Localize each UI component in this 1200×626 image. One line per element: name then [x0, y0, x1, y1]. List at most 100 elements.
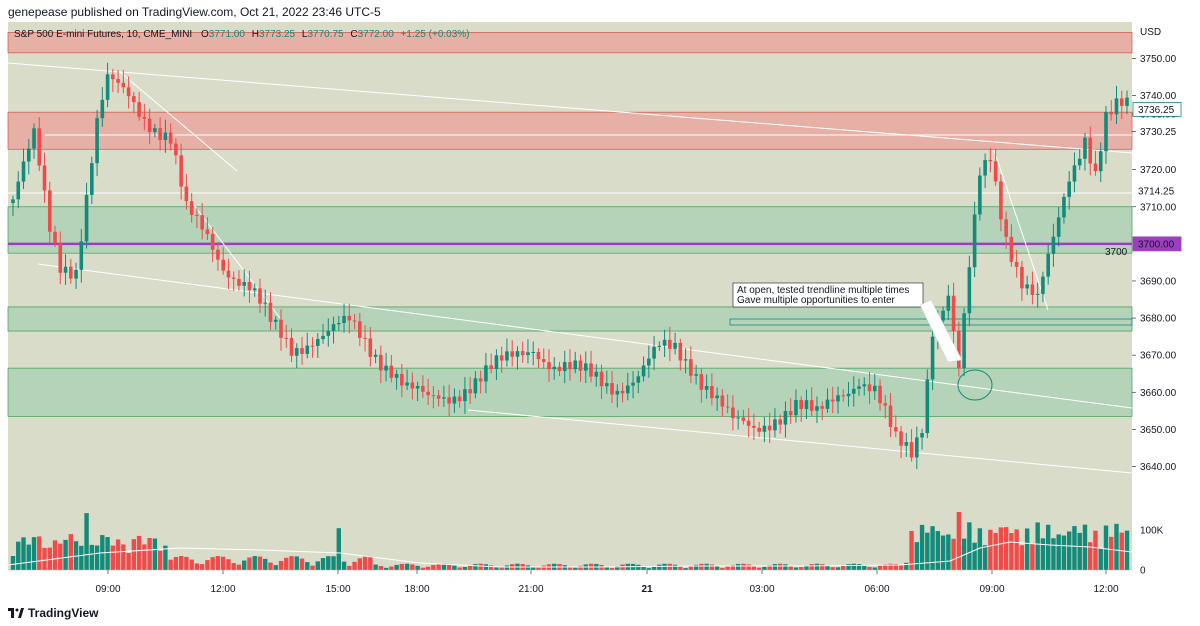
candle: [510, 351, 514, 357]
volume-bar: [646, 568, 652, 570]
candle: [694, 374, 698, 376]
candle: [310, 345, 315, 347]
volume-bar: [1040, 538, 1046, 570]
level-note: 3700: [1105, 247, 1128, 258]
candle: [893, 426, 898, 432]
candle: [909, 442, 914, 458]
candle: [715, 395, 719, 399]
price-tick-label: 3710.00: [1140, 202, 1177, 213]
candle: [58, 243, 63, 273]
volume-bar: [278, 560, 284, 570]
candle: [252, 288, 257, 291]
volume-bar: [394, 564, 399, 570]
volume-bar: [147, 538, 152, 570]
volume-bar: [541, 565, 546, 570]
candle: [872, 385, 877, 392]
candle: [594, 371, 599, 377]
candle: [47, 190, 52, 232]
volume-bar: [499, 567, 504, 570]
candle: [195, 214, 199, 216]
candle: [1114, 98, 1119, 115]
volume-bar: [961, 538, 967, 570]
candle: [21, 161, 26, 182]
candle: [967, 267, 972, 314]
candle: [1056, 217, 1061, 237]
volume-bar: [662, 563, 667, 570]
volume-bar: [641, 566, 646, 570]
candle: [731, 407, 735, 419]
candle: [746, 420, 751, 426]
annotation: At open, tested trendline multiple times…: [732, 282, 993, 401]
candle: [284, 337, 289, 339]
volume-bar: [441, 563, 447, 570]
candle: [305, 345, 310, 354]
volume-bar: [651, 566, 657, 570]
volume-bar: [452, 565, 457, 570]
volume-bar: [1082, 524, 1088, 570]
candle: [26, 148, 31, 162]
volume-bar: [835, 567, 841, 570]
volume-bar: [189, 559, 194, 570]
volume-bar: [683, 568, 688, 570]
price-tick-label: 3740.00: [1140, 91, 1177, 102]
candle: [704, 386, 709, 390]
volume-bar: [699, 563, 704, 570]
candle: [210, 234, 215, 250]
volume-bar: [904, 562, 909, 570]
candle: [1014, 261, 1019, 267]
volume-bar: [199, 564, 205, 570]
candle: [930, 336, 935, 380]
change-value: +1.25 (+0.03%): [401, 29, 470, 40]
candle: [1072, 165, 1077, 182]
candle: [578, 360, 583, 371]
volume-tick-label: 100K: [1140, 526, 1164, 537]
volume-bar: [205, 560, 210, 570]
volume-bar: [578, 565, 583, 570]
trendline: [37, 263, 1133, 409]
volume-bar: [909, 530, 914, 570]
candle: [174, 143, 178, 156]
volume-bar: [284, 557, 289, 570]
volume-bar: [310, 565, 315, 570]
annotation-circle: [957, 369, 993, 401]
candle: [1004, 219, 1008, 237]
candle: [231, 277, 236, 279]
candle: [999, 181, 1003, 220]
volume-bar: [399, 563, 405, 570]
candle: [867, 384, 872, 392]
volume-bar: [294, 556, 299, 570]
volume-bar: [877, 565, 883, 570]
candle: [720, 395, 725, 407]
candle: [400, 373, 404, 386]
candle: [394, 373, 399, 378]
candle: [794, 399, 798, 416]
volume-bar: [389, 566, 394, 570]
candle: [878, 385, 882, 404]
close-label: C: [350, 29, 357, 40]
volume-bar: [657, 564, 662, 570]
candle: [32, 128, 36, 149]
candle: [610, 383, 614, 395]
volume-bar: [667, 563, 673, 570]
chart-canvas[interactable]: At open, tested trendline multiple times…: [0, 22, 1200, 600]
time-axis[interactable]: 09:00 12:00 15:00 18:00 21:00 21 03:00 06:00 09:…: [8, 569, 1132, 595]
volume-bar: [231, 563, 236, 570]
volume-bar: [898, 565, 904, 570]
trendline: [993, 149, 1049, 311]
candle: [1035, 293, 1040, 295]
symbol-line: S&P 500 E-mini Futures, 10, CME_MINI O37…: [14, 29, 470, 40]
volume-bar: [305, 562, 310, 570]
candle: [442, 397, 446, 399]
candle: [11, 199, 15, 204]
candle: [268, 302, 273, 322]
tradingview-logo[interactable]: TradingView: [8, 606, 98, 620]
volume-bar: [982, 545, 988, 570]
price-axis[interactable]: USD 3750.003740.003735.003730.253720.003…: [1132, 27, 1177, 473]
volume-bar: [210, 557, 215, 570]
candle: [1083, 137, 1087, 159]
candle: [809, 400, 814, 411]
candle: [505, 351, 509, 361]
candle: [1041, 276, 1045, 294]
volume-bar: [368, 556, 373, 570]
volume-bar: [436, 563, 441, 570]
